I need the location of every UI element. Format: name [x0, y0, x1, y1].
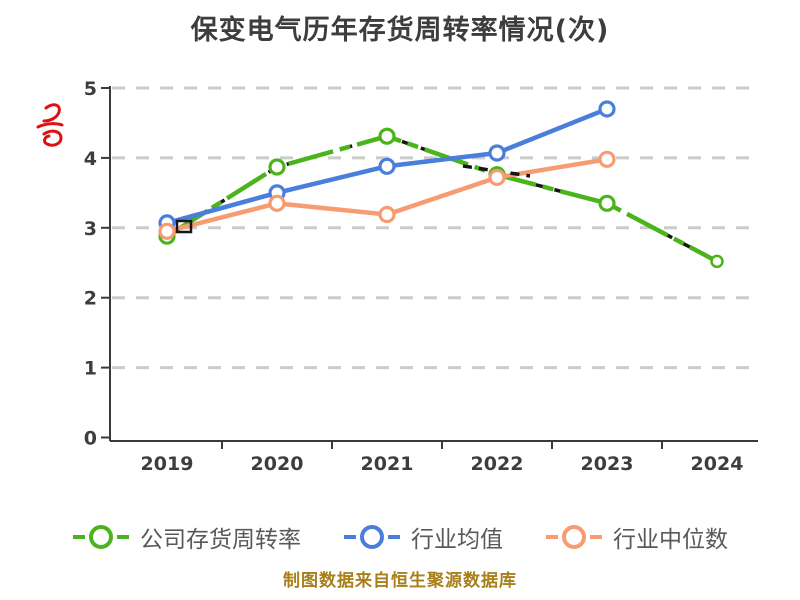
x-tick-label-2019: 2019: [141, 453, 194, 475]
legend-label-industry-mean: 行业均值: [411, 527, 503, 553]
x-tick-label-2021: 2021: [361, 453, 414, 475]
x-tick-label-2024: 2024: [691, 453, 744, 475]
black-square-marker: [175, 219, 193, 234]
y-tick-label-4: 4: [84, 148, 97, 170]
legend-item-industry-median: 行业中位数: [545, 520, 728, 554]
data-point-行业中位数-2020: [268, 194, 286, 212]
legend-marker-orange-icon: [546, 525, 602, 549]
data-point-行业中位数-2023: [598, 150, 616, 168]
data-source-caption: 制图数据来自恒生聚源数据库: [283, 571, 517, 591]
y-tick-label-1: 1: [84, 358, 97, 380]
data-point-行业中位数-2021: [378, 205, 396, 224]
legend-item-industry-mean: 行业均值: [343, 520, 503, 554]
data-point-公司存货周转率-2024: [710, 254, 724, 269]
data-point-公司存货周转率-2023: [598, 194, 616, 212]
legend-marker-green-icon: [73, 525, 129, 549]
axes: [109, 86, 758, 442]
data-point-公司存货周转率-2021: [378, 127, 396, 145]
data-point-行业中位数-2019: [158, 222, 176, 240]
series-line-0: [165, 133, 719, 264]
tick-marks: [101, 87, 663, 449]
red-scribble-watermark: [36, 103, 64, 147]
x-tick-label-2023: 2023: [581, 453, 634, 475]
y-tick-label-2: 2: [84, 288, 97, 310]
data-point-行业均值-2021: [378, 157, 396, 175]
tick-labels: 0 1 2 3 4 5 2019 2020 2021 2022 2023 2024: [84, 78, 744, 475]
y-tick-label-5: 5: [84, 78, 97, 100]
series-lines: [164, 106, 719, 264]
legend: 公司存货周转率 行业均值 行业中位数: [0, 516, 800, 558]
x-tick-label-2020: 2020: [251, 453, 304, 475]
data-point-公司存货周转率-2020: [268, 158, 286, 176]
legend-label-industry-median: 行业中位数: [613, 527, 728, 553]
data-point-行业均值-2022: [488, 144, 506, 162]
chart-title: 保变电气历年存货周转率情况(次): [190, 15, 610, 46]
legend-marker-blue-icon: [344, 525, 400, 549]
gridlines: [112, 86, 758, 370]
legend-label-company-turnover: 公司存货周转率: [140, 527, 301, 553]
scribble-strokes: [36, 103, 64, 147]
y-tick-label-3: 3: [84, 218, 97, 240]
legend-item-company-turnover: 公司存货周转率: [72, 520, 301, 554]
data-point-行业均值-2023: [598, 100, 616, 118]
data-point-行业中位数-2022: [488, 168, 506, 187]
data-point-markers: [158, 100, 724, 269]
y-tick-label-0: 0: [84, 428, 97, 450]
x-tick-label-2022: 2022: [471, 453, 524, 475]
